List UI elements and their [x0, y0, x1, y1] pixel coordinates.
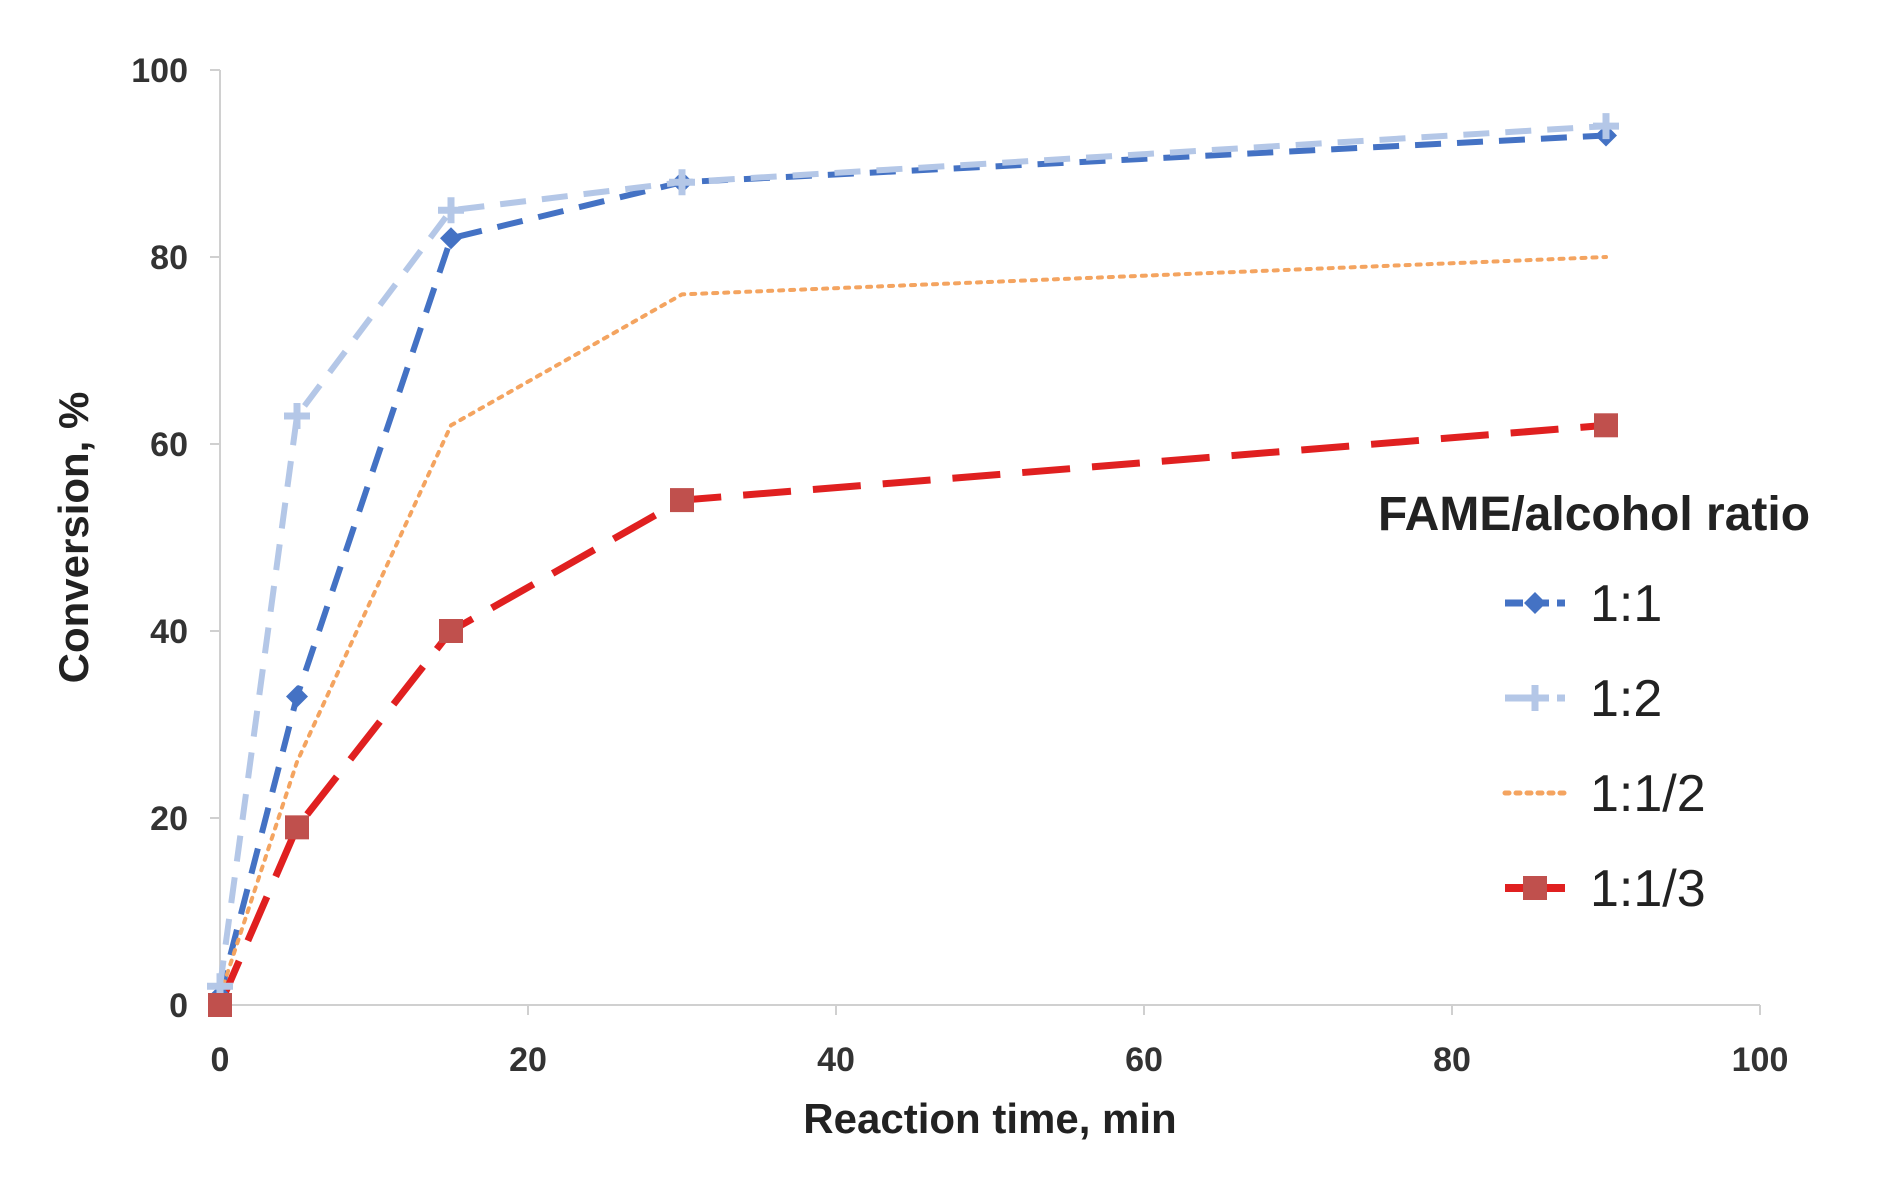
series-lines [216, 123, 1608, 1007]
legend-marker [1522, 685, 1548, 711]
x-tick-label: 80 [1433, 1041, 1471, 1079]
x-tick-label: 100 [1732, 1041, 1789, 1079]
legend-label: 1:1/3 [1590, 860, 1706, 918]
y-tick-label: 40 [150, 613, 188, 651]
y-tick-label: 0 [169, 987, 188, 1025]
data-point [286, 685, 308, 708]
series-line-3 [218, 255, 1608, 998]
legend-item: 1:1/2 [1502, 765, 1706, 823]
x-tick-label: 40 [817, 1041, 855, 1079]
data-point [1594, 413, 1618, 438]
x-axis-title: Reaction time, min [803, 1095, 1176, 1142]
data-point [669, 169, 695, 196]
data-point [284, 402, 310, 429]
legend-item: 1:1/3 [1505, 860, 1706, 918]
data-point [438, 197, 464, 224]
legend-label: 1:2 [1590, 670, 1662, 728]
y-tick-label: 60 [150, 426, 188, 464]
y-tick-label: 80 [150, 239, 188, 277]
tick-labels: 0 20 40 60 80 100 0 20 40 60 80 100 [131, 52, 1788, 1079]
legend-marker [1524, 592, 1546, 614]
legend-item: 1:1 [1505, 575, 1662, 633]
legend-label: 1:1/2 [1590, 765, 1706, 823]
data-point [1593, 113, 1619, 140]
legend: FAME/alcohol ratio 1:1 1:2 1:1/2 1:1/3 [1378, 488, 1810, 918]
series-line-2 [217, 123, 1607, 987]
data-point [440, 227, 462, 250]
axes [210, 69, 1761, 1015]
data-point [439, 619, 463, 643]
data-point [285, 815, 309, 840]
y-tick-label: 100 [131, 52, 188, 90]
legend-label: 1:1 [1590, 575, 1662, 633]
x-tick-label: 0 [211, 1041, 230, 1079]
legend-marker [1523, 876, 1547, 900]
y-axis-title: Conversion, % [50, 392, 97, 684]
x-tick-label: 60 [1125, 1041, 1163, 1079]
data-point [670, 488, 694, 513]
legend-title: FAME/alcohol ratio [1378, 488, 1810, 541]
series-markers [207, 113, 1619, 1017]
legend-item: 1:2 [1505, 670, 1662, 728]
x-tick-label: 20 [509, 1041, 547, 1079]
y-tick-label: 20 [150, 800, 188, 838]
data-point [208, 993, 232, 1017]
